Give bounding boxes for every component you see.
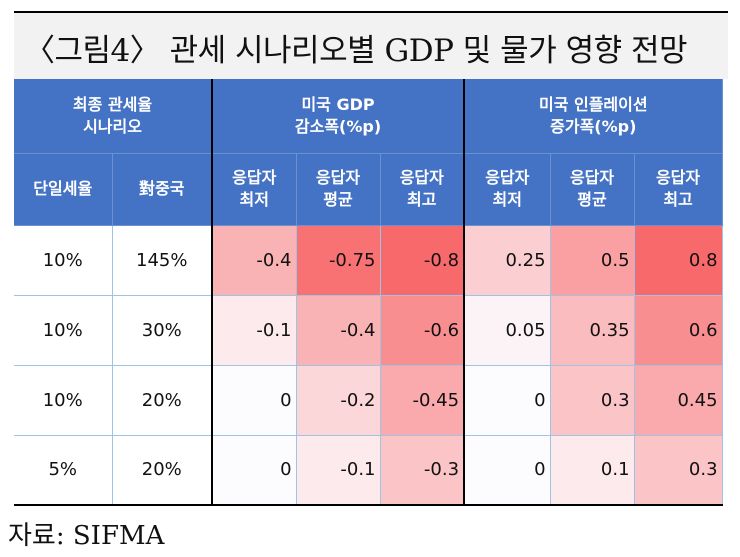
gdp-avg-cell: -0.1 bbox=[296, 435, 380, 505]
gdp-max-header: 응답자 최고 bbox=[380, 153, 464, 225]
china-rate-cell: 20% bbox=[112, 365, 212, 435]
inflation-max-cell: 0.45 bbox=[634, 365, 722, 435]
table-row: 10% 20% 0 -0.2 -0.45 0 0.3 0.45 bbox=[14, 365, 722, 435]
single-rate-cell: 5% bbox=[14, 435, 112, 505]
table-row: 10% 145% -0.4 -0.75 -0.8 0.25 0.5 0.8 bbox=[14, 225, 722, 295]
gdp-min-cell: -0.4 bbox=[212, 225, 296, 295]
table-row: 5% 20% 0 -0.1 -0.3 0 0.1 0.3 bbox=[14, 435, 722, 505]
inflation-avg-cell: 0.35 bbox=[550, 295, 634, 365]
china-rate-cell: 145% bbox=[112, 225, 212, 295]
china-rate-header: 對중국 bbox=[112, 153, 212, 225]
gdp-min-header: 응답자 최저 bbox=[212, 153, 296, 225]
single-rate-cell: 10% bbox=[14, 225, 112, 295]
title-bar: 〈그림4〉 관세 시나리오별 GDP 및 물가 영향 전망 bbox=[14, 11, 728, 79]
gdp-max-cell: -0.45 bbox=[380, 365, 464, 435]
gdp-min-cell: 0 bbox=[212, 435, 296, 505]
figure-title: 〈그림4〉 관세 시나리오별 GDP 및 물가 영향 전망 bbox=[24, 25, 687, 70]
gdp-avg-cell: -0.75 bbox=[296, 225, 380, 295]
table-row: 10% 30% -0.1 -0.4 -0.6 0.05 0.35 0.6 bbox=[14, 295, 722, 365]
gdp-avg-header: 응답자 평균 bbox=[296, 153, 380, 225]
single-rate-header: 단일세율 bbox=[14, 153, 112, 225]
inflation-avg-header: 응답자 평균 bbox=[550, 153, 634, 225]
inflation-min-cell: 0.05 bbox=[464, 295, 550, 365]
gdp-min-cell: 0 bbox=[212, 365, 296, 435]
inflation-max-cell: 0.8 bbox=[634, 225, 722, 295]
gdp-max-cell: -0.8 bbox=[380, 225, 464, 295]
single-rate-cell: 10% bbox=[14, 295, 112, 365]
china-rate-cell: 30% bbox=[112, 295, 212, 365]
gdp-group-header: 미국 GDP 감소폭(%p) bbox=[212, 79, 464, 153]
inflation-max-cell: 0.3 bbox=[634, 435, 722, 505]
scenario-header: 최종 관세율 시나리오 bbox=[14, 79, 212, 153]
scenario-table: 최종 관세율 시나리오 미국 GDP 감소폭(%p) 미국 인플레이션 증가폭(%p)… bbox=[14, 79, 723, 506]
inflation-min-cell: 0.25 bbox=[464, 225, 550, 295]
inflation-min-cell: 0 bbox=[464, 435, 550, 505]
inflation-min-header: 응답자 최저 bbox=[464, 153, 550, 225]
inflation-group-header: 미국 인플레이션 증가폭(%p) bbox=[464, 79, 722, 153]
source-note: 자료: SIFMA bbox=[8, 515, 164, 552]
gdp-avg-cell: -0.2 bbox=[296, 365, 380, 435]
inflation-avg-cell: 0.5 bbox=[550, 225, 634, 295]
inflation-max-cell: 0.6 bbox=[634, 295, 722, 365]
inflation-max-header: 응답자 최고 bbox=[634, 153, 722, 225]
inflation-min-cell: 0 bbox=[464, 365, 550, 435]
gdp-max-cell: -0.6 bbox=[380, 295, 464, 365]
inflation-avg-cell: 0.1 bbox=[550, 435, 634, 505]
gdp-avg-cell: -0.4 bbox=[296, 295, 380, 365]
inflation-avg-cell: 0.3 bbox=[550, 365, 634, 435]
gdp-min-cell: -0.1 bbox=[212, 295, 296, 365]
china-rate-cell: 20% bbox=[112, 435, 212, 505]
single-rate-cell: 10% bbox=[14, 365, 112, 435]
gdp-max-cell: -0.3 bbox=[380, 435, 464, 505]
